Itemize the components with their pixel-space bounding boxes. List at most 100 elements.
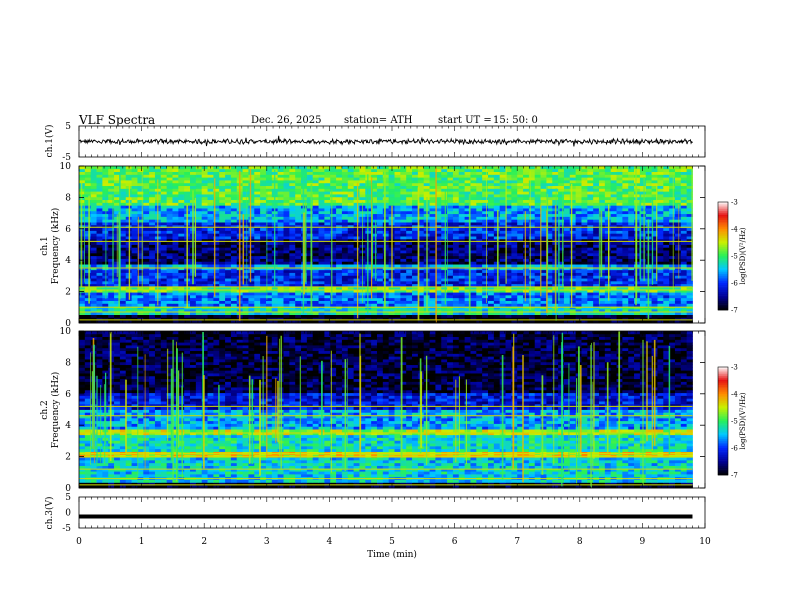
spectrogram-cell xyxy=(417,300,425,304)
spectrogram-cell xyxy=(195,294,203,299)
spectrogram-cell xyxy=(242,213,249,217)
spectrogram-cell xyxy=(622,292,629,296)
spectrogram-cell xyxy=(651,283,658,287)
spectrogram-cell xyxy=(628,308,635,313)
spectrogram-cell xyxy=(114,194,121,198)
spectrogram-cell xyxy=(639,244,647,248)
spectrogram-cell xyxy=(569,283,577,287)
spectrogram-cell xyxy=(540,233,547,237)
spectrogram-cell xyxy=(143,317,150,321)
spectrogram-cell xyxy=(213,191,220,195)
spectrogram-cell xyxy=(225,280,232,285)
spectrogram-cell xyxy=(593,278,600,282)
spectrogram-cell xyxy=(476,224,483,229)
spectrogram-cell xyxy=(464,303,471,307)
spectrogram-cell xyxy=(616,244,623,248)
spectrogram-cell xyxy=(546,208,553,212)
spectrogram-cell xyxy=(470,252,477,257)
spectrogram-cell xyxy=(260,241,267,245)
spectrogram-cell xyxy=(306,194,314,198)
spectrogram-cell xyxy=(265,264,273,268)
spectrogram-cell xyxy=(441,264,448,268)
spectrogram-cell xyxy=(376,202,384,206)
spectrogram-cell xyxy=(376,230,384,234)
spectrogram-cell xyxy=(131,233,138,237)
spectrogram-cell xyxy=(225,250,232,254)
spectrogram-cell xyxy=(482,308,489,313)
spectrogram-cell xyxy=(569,317,577,321)
spectrogram-cell xyxy=(534,191,541,195)
spectrogram-cell xyxy=(382,311,390,315)
start-ut-value: 15: 50: 0 xyxy=(493,115,538,126)
spectrogram-cell xyxy=(569,244,577,248)
spectrogram-cell xyxy=(225,283,232,287)
spectrogram-cell xyxy=(400,300,407,304)
spectrogram-cell xyxy=(686,255,693,259)
spectrogram-cell xyxy=(511,216,518,220)
spectrogram-cell xyxy=(528,222,536,226)
spectrogram-cell xyxy=(131,208,138,212)
spectrogram-cell xyxy=(114,294,121,299)
spectrogram-cell xyxy=(429,236,436,240)
spectrogram-cell xyxy=(336,247,343,251)
spectrogram-cell xyxy=(406,292,413,296)
spectrogram-cell xyxy=(587,250,594,254)
spectrogram-cell xyxy=(219,252,226,257)
spectrogram-cell xyxy=(254,272,261,276)
spectrogram-cell xyxy=(482,247,489,251)
spectrogram-cell xyxy=(412,289,419,293)
spectrogram-cell xyxy=(178,320,185,324)
spectrogram-cell xyxy=(587,238,594,243)
spectrogram-cell xyxy=(324,261,331,265)
spectrogram-cell xyxy=(242,199,249,203)
spectrogram-cell xyxy=(90,219,97,223)
spectrogram-cell xyxy=(336,224,343,229)
spectrogram-cell xyxy=(295,278,302,282)
spectrogram-cell xyxy=(534,303,541,307)
spectrogram-cell xyxy=(669,300,676,304)
spectrogram-cell xyxy=(102,278,109,282)
spectrogram-cell xyxy=(622,241,629,245)
spectrogram-cell xyxy=(487,244,495,248)
spectrogram-cell xyxy=(482,244,489,248)
spectrogram-cell xyxy=(125,317,132,321)
spectrogram-cell xyxy=(499,196,506,201)
spectrogram-cell xyxy=(593,258,600,262)
spectrogram-cell xyxy=(324,216,331,220)
spectrogram-cell xyxy=(248,208,255,212)
spectrogram-cell xyxy=(248,230,255,234)
spectrogram-cell xyxy=(149,236,156,240)
spectrogram-cell xyxy=(225,258,232,262)
spectrogram-cell xyxy=(435,230,442,234)
spectrogram-cell xyxy=(593,264,600,268)
spectrogram-cell xyxy=(587,241,594,245)
spectrogram-cell xyxy=(376,247,384,251)
spectrogram-cell xyxy=(248,222,255,226)
spectrogram-cell xyxy=(90,289,97,293)
spectrogram-cell xyxy=(84,208,92,212)
spectrogram-cell xyxy=(540,283,547,287)
spectrogram-cell xyxy=(563,224,571,229)
spectrogram-cell xyxy=(680,208,688,212)
spectrogram-cell xyxy=(353,202,360,206)
spectrogram-cell xyxy=(312,264,319,268)
spectrogram-cell xyxy=(669,317,676,321)
spectrogram-cell xyxy=(406,244,413,248)
spectrogram-cell xyxy=(195,286,203,290)
spectrogram-cell xyxy=(686,278,693,282)
spectrogram-cell xyxy=(143,219,150,223)
spectrogram-cell xyxy=(312,191,319,195)
spectrogram-cell xyxy=(680,280,688,285)
spectrogram-cell xyxy=(505,314,512,318)
spectrogram-cell xyxy=(219,199,226,203)
spectrogram-cell xyxy=(160,202,168,206)
spectrogram-cell xyxy=(674,289,682,293)
spectrogram-cell xyxy=(371,241,378,245)
spectrogram-cell xyxy=(657,250,664,254)
spectrogram-cell xyxy=(651,196,658,201)
spectrogram-cell xyxy=(540,202,547,206)
spectrogram-cell xyxy=(406,308,413,313)
spectrogram-cell xyxy=(213,202,220,206)
spectrogram-cell xyxy=(219,227,226,231)
spectrogram-cell xyxy=(417,278,425,282)
